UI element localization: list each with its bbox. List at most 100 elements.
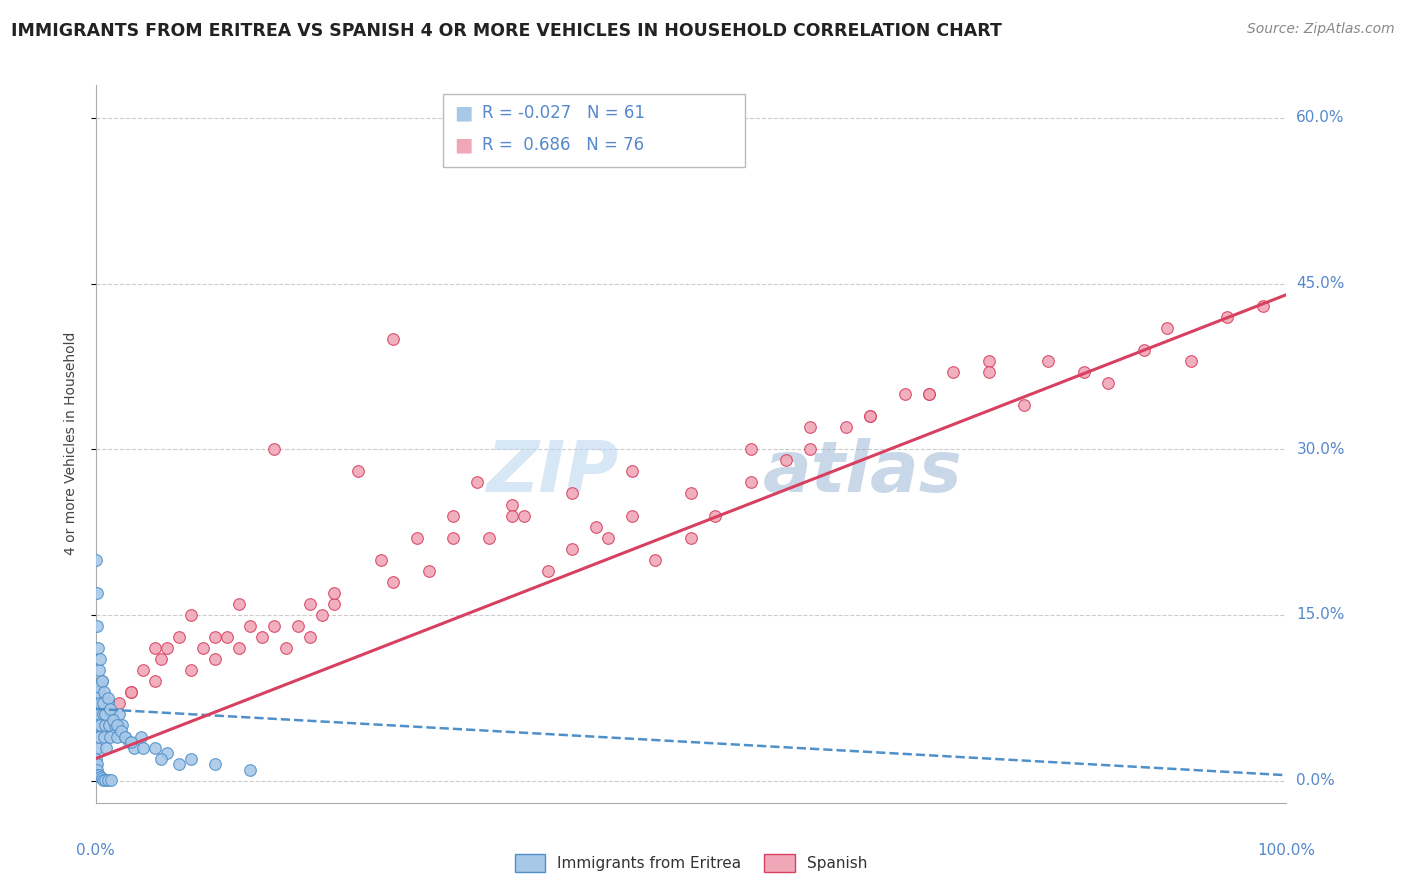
- Point: [894, 387, 917, 401]
- Point: [740, 475, 762, 490]
- Point: [775, 453, 797, 467]
- Y-axis label: 4 or more Vehicles in Household: 4 or more Vehicles in Household: [63, 332, 77, 556]
- Point: [87, 663, 110, 677]
- Point: [1097, 376, 1119, 390]
- Point: [98, 702, 121, 716]
- Point: [129, 730, 152, 744]
- Point: [703, 508, 725, 523]
- Point: [120, 685, 142, 699]
- Point: [180, 607, 202, 622]
- Point: [382, 332, 405, 346]
- Point: [103, 713, 125, 727]
- Point: [740, 442, 762, 457]
- Point: [90, 674, 112, 689]
- Legend: Immigrants from Eritrea, Spanish: Immigrants from Eritrea, Spanish: [509, 848, 873, 878]
- Point: [859, 409, 882, 424]
- Point: [478, 531, 501, 545]
- Text: 30.0%: 30.0%: [1296, 442, 1344, 457]
- Point: [101, 707, 124, 722]
- Text: IMMIGRANTS FROM ERITREA VS SPANISH 4 OR MORE VEHICLES IN HOUSEHOLD CORRELATION C: IMMIGRANTS FROM ERITREA VS SPANISH 4 OR …: [11, 22, 1002, 40]
- Point: [93, 685, 115, 699]
- Point: [596, 531, 619, 545]
- Point: [620, 464, 643, 478]
- Point: [84, 553, 107, 567]
- Text: R =  0.686   N = 76: R = 0.686 N = 76: [482, 136, 644, 153]
- Point: [918, 387, 941, 401]
- Point: [96, 773, 118, 788]
- Point: [537, 564, 560, 578]
- Text: ZIP: ZIP: [488, 438, 620, 507]
- Point: [239, 763, 262, 777]
- Point: [382, 574, 405, 589]
- Point: [94, 707, 117, 722]
- Point: [204, 652, 226, 666]
- Point: [228, 597, 250, 611]
- Point: [322, 586, 344, 600]
- Point: [105, 730, 128, 744]
- Point: [585, 519, 607, 533]
- Point: [1216, 310, 1239, 324]
- Point: [977, 354, 1000, 368]
- Point: [799, 442, 821, 457]
- Point: [1073, 365, 1095, 379]
- Point: [150, 652, 173, 666]
- Point: [501, 498, 523, 512]
- Point: [118, 735, 141, 749]
- Point: [89, 680, 111, 694]
- Point: [143, 740, 166, 755]
- Point: [97, 718, 120, 732]
- Point: [96, 718, 118, 732]
- Point: [620, 508, 643, 523]
- Point: [91, 697, 114, 711]
- Point: [89, 697, 111, 711]
- Point: [252, 630, 274, 644]
- Point: [977, 365, 1000, 379]
- Point: [215, 630, 238, 644]
- Text: R = -0.027   N = 61: R = -0.027 N = 61: [482, 104, 645, 122]
- Point: [204, 757, 226, 772]
- Point: [681, 486, 703, 500]
- Point: [94, 772, 117, 787]
- Point: [143, 674, 166, 689]
- Point: [143, 641, 166, 656]
- Point: [89, 771, 111, 785]
- Point: [96, 697, 118, 711]
- Point: [111, 718, 134, 732]
- Point: [90, 772, 112, 786]
- Point: [859, 409, 882, 424]
- Point: [346, 464, 368, 478]
- Point: [120, 735, 142, 749]
- Point: [1180, 354, 1202, 368]
- Point: [1156, 320, 1178, 334]
- Text: ■: ■: [454, 103, 472, 123]
- Point: [298, 597, 321, 611]
- Point: [180, 663, 202, 677]
- Point: [239, 619, 262, 633]
- Point: [87, 641, 110, 656]
- Point: [86, 757, 108, 772]
- Point: [89, 652, 111, 666]
- Point: [104, 718, 127, 732]
- Point: [799, 420, 821, 434]
- Point: [918, 387, 941, 401]
- Point: [298, 630, 321, 644]
- Point: [1038, 354, 1060, 368]
- Point: [98, 730, 121, 744]
- Point: [287, 619, 309, 633]
- Point: [513, 508, 536, 523]
- Point: [942, 365, 965, 379]
- Point: [322, 597, 344, 611]
- Point: [114, 730, 136, 744]
- Point: [501, 508, 523, 523]
- Point: [644, 553, 666, 567]
- Point: [311, 607, 333, 622]
- Point: [1132, 343, 1154, 357]
- Point: [89, 730, 111, 744]
- Point: [108, 697, 131, 711]
- Point: [86, 740, 108, 755]
- Point: [561, 541, 583, 556]
- Point: [1014, 398, 1036, 412]
- Point: [1251, 299, 1274, 313]
- Point: [96, 690, 118, 705]
- Point: [105, 718, 128, 732]
